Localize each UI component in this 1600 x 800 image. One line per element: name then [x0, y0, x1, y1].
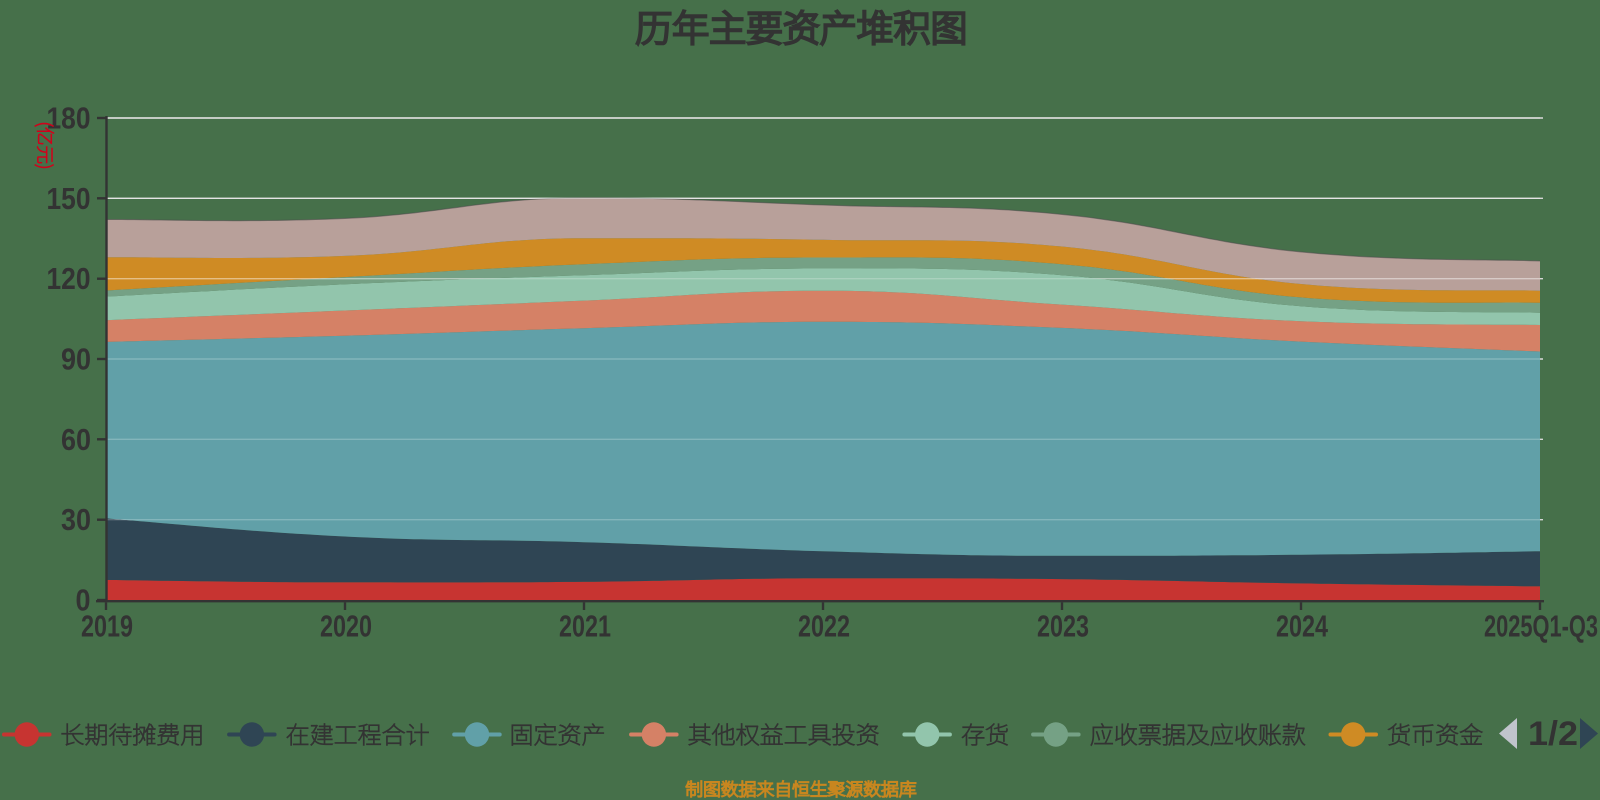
svg-text:2022: 2022	[798, 609, 850, 644]
svg-text:2023: 2023	[1037, 609, 1089, 644]
svg-text:0: 0	[76, 583, 91, 618]
svg-text:2024: 2024	[1276, 609, 1329, 644]
svg-text:90: 90	[61, 342, 91, 377]
svg-text:2025Q1-Q3: 2025Q1-Q3	[1484, 609, 1598, 644]
svg-text:150: 150	[47, 181, 91, 216]
svg-text:30: 30	[61, 502, 91, 537]
svg-text:120: 120	[47, 261, 91, 296]
svg-text:180: 180	[47, 101, 91, 136]
svg-text:60: 60	[61, 422, 91, 457]
svg-text:2019: 2019	[81, 609, 133, 644]
svg-text:2020: 2020	[320, 609, 372, 644]
svg-text:2021: 2021	[559, 609, 611, 644]
svg-text:1/2: 1/2	[1528, 715, 1578, 753]
